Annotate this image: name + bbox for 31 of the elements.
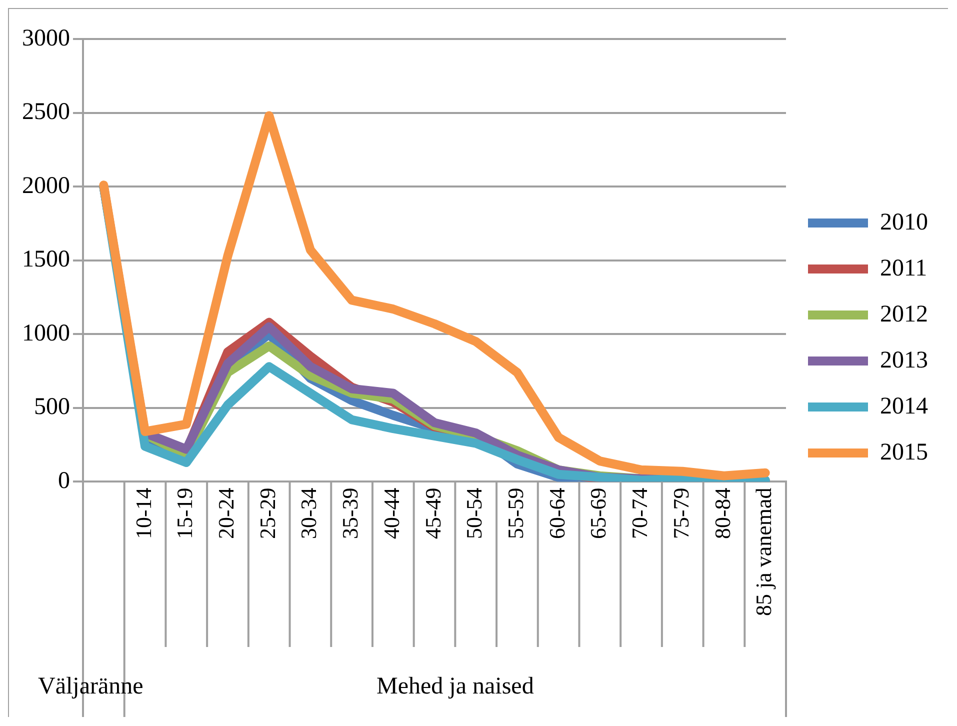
legend-label: 2015 (880, 439, 928, 466)
x-tick-label: 75-79 (668, 488, 694, 540)
y-tick-label: 1500 (22, 246, 70, 273)
x-tick-label: 20-24 (214, 488, 239, 540)
text: Mehed ja naised (376, 673, 534, 700)
x-tick-label: 70-74 (627, 488, 652, 540)
y-tick-label: 500 (34, 394, 70, 420)
legend-label: 2012 (880, 301, 928, 328)
y-tick-label: 2000 (22, 172, 70, 199)
x-tick-label: 55-59 (502, 488, 528, 540)
text: Väljaränne (38, 673, 144, 700)
x-tick-label: 80-84 (710, 488, 735, 540)
x-tick-label: 10-14 (130, 488, 156, 540)
x-tick-label: 35-39 (338, 488, 363, 540)
x-tick-label: 25-29 (254, 488, 280, 540)
x-tick-label: 30-34 (296, 488, 322, 540)
x-tick-label: 85 ja vanemad (751, 488, 776, 616)
x-tick-label: 50-54 (462, 488, 487, 540)
x-tick-label: 65-69 (586, 488, 611, 540)
legend-label: 2014 (880, 393, 928, 420)
y-tick-label: 3000 (22, 25, 70, 52)
legend-label: 2011 (880, 255, 928, 282)
legend-label: 2013 (880, 347, 928, 374)
x-tick-label: 15-19 (172, 488, 198, 540)
x-tick-label: 60-64 (544, 488, 570, 540)
x-tick-label: 40-44 (378, 488, 404, 540)
legend-label: 2010 (880, 209, 928, 236)
y-tick-label: 2500 (22, 99, 70, 126)
x-tick-label: 45-49 (420, 488, 446, 540)
y-tick-label: 1000 (22, 320, 70, 346)
y-tick-label: 0 (58, 468, 70, 494)
